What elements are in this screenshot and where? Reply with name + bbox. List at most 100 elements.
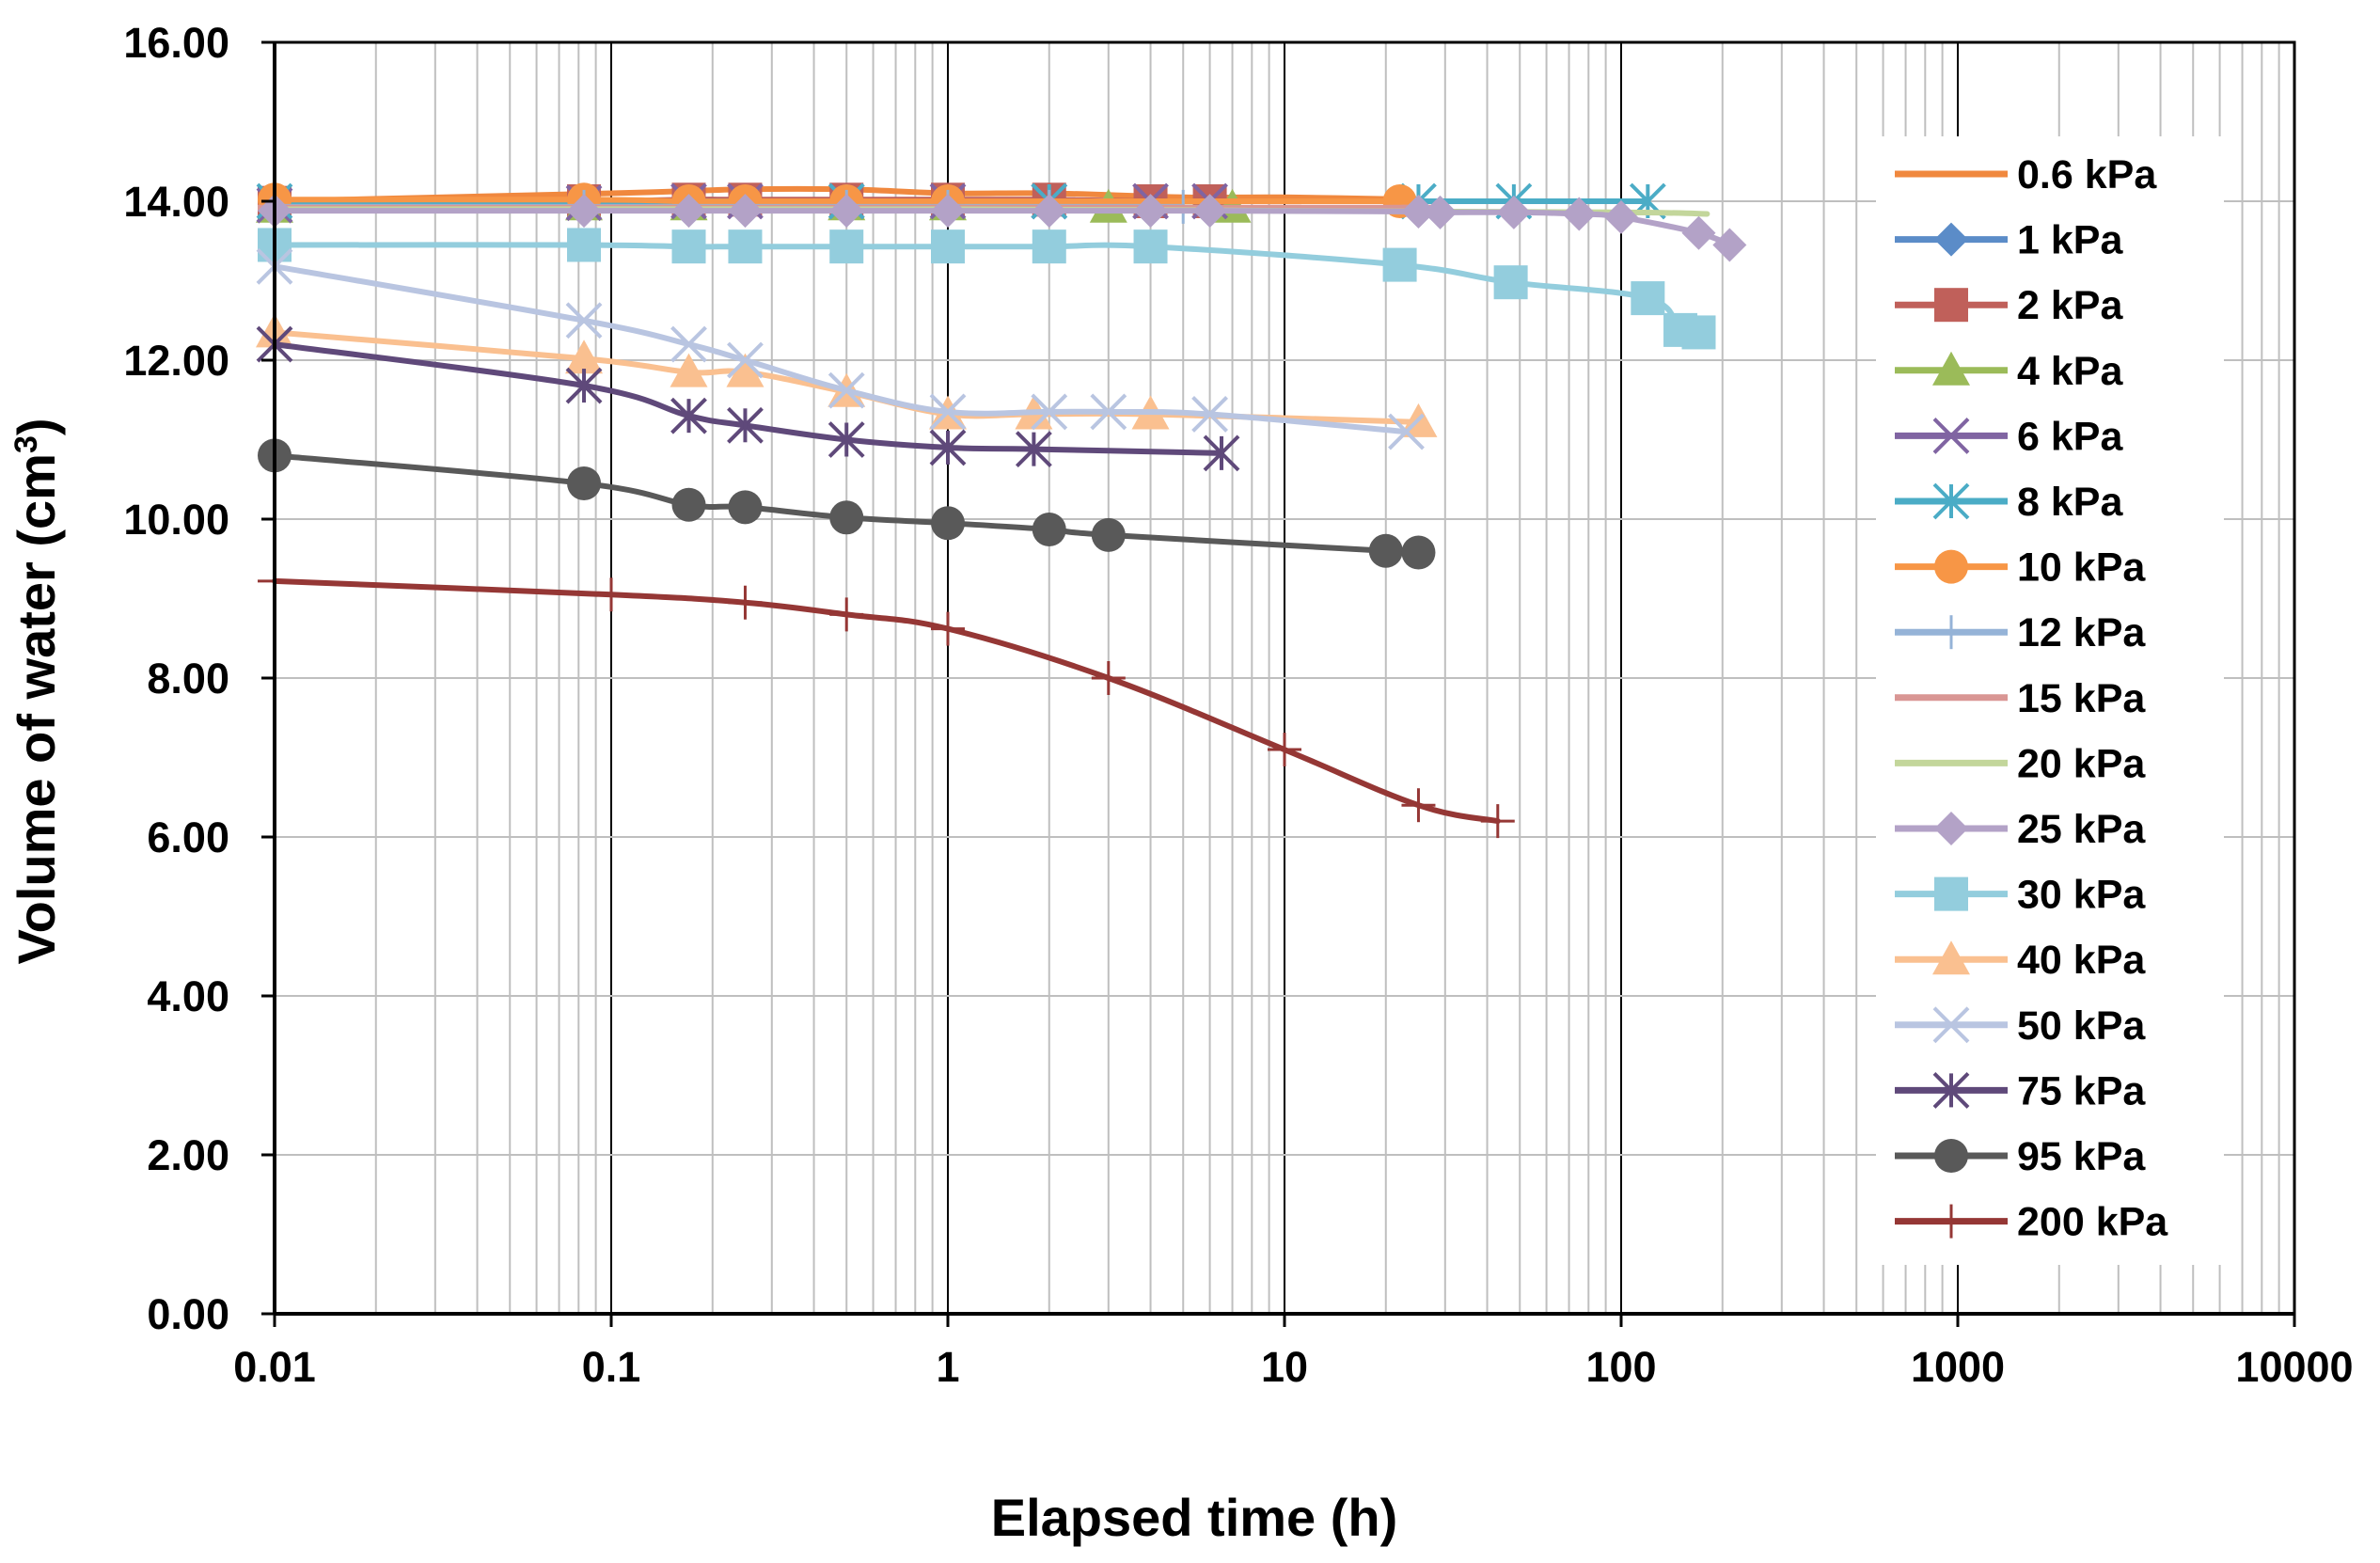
legend-item-1-kpa: 1 kPa: [1895, 218, 2123, 263]
legend-item-50-kpa: 50 kPa: [1895, 1003, 2146, 1049]
legend-marker: [1934, 549, 1968, 584]
y-tick-label: 12.00: [123, 337, 229, 385]
data-point: [1031, 393, 1068, 431]
data-point: [727, 341, 764, 379]
legend-label: 12 kPa: [2017, 610, 2146, 655]
data-point: [670, 353, 708, 387]
y-tick-label: 10.00: [123, 496, 229, 544]
series-line: [272, 197, 1403, 205]
legend-label: 1 kPa: [2017, 218, 2123, 263]
y-axis-title-superscript: 3: [8, 435, 44, 453]
legend-item-200-kpa: 200 kPa: [1895, 1200, 2168, 1245]
data-point: [829, 500, 864, 535]
data-point: [670, 397, 707, 434]
y-tick-label: 14.00: [123, 178, 229, 226]
data-point: [1192, 194, 1227, 229]
data-point: [1032, 194, 1066, 229]
series-200-kpa: [258, 563, 1515, 839]
data-point: [670, 325, 707, 363]
legend-label: 15 kPa: [2017, 676, 2146, 721]
legend-item-10-kpa: 10 kPa: [1895, 545, 2146, 591]
legend-label: 2 kPa: [2017, 283, 2123, 328]
legend-marker: [1934, 1204, 1968, 1239]
data-point: [1401, 194, 1436, 229]
data-point: [1191, 396, 1228, 433]
data-point: [1493, 265, 1528, 300]
x-axis-title: Elapsed time (h): [991, 1488, 1398, 1547]
data-point: [1015, 431, 1052, 468]
legend-item-40-kpa: 40 kPa: [1895, 938, 2146, 983]
x-tick-label: 0.01: [233, 1343, 316, 1391]
legend-marker: [1934, 288, 1968, 323]
data-point: [1032, 229, 1066, 264]
series-75-kpa: [256, 325, 1240, 472]
legend-marker: [1932, 940, 1970, 975]
data-point: [829, 229, 864, 264]
data-point: [728, 585, 763, 620]
data-point: [567, 228, 602, 262]
data-point: [1091, 517, 1126, 552]
legend-marker: [1932, 1006, 1970, 1044]
legend-item-12-kpa: 12 kPa: [1895, 610, 2146, 655]
y-tick-label: 2.00: [147, 1131, 229, 1179]
data-point: [1712, 228, 1747, 262]
data-point: [728, 229, 763, 264]
data-point: [1401, 535, 1436, 570]
data-point: [1032, 512, 1066, 546]
data-point: [1203, 434, 1240, 472]
legend-marker: [1934, 222, 1968, 257]
data-point: [1562, 197, 1597, 231]
data-point: [671, 229, 706, 264]
y-axis-title-main: Volume of water (cm: [7, 453, 66, 965]
data-point: [671, 487, 706, 522]
y-tick-label: 0.00: [147, 1290, 229, 1338]
data-point: [1423, 195, 1458, 229]
data-point: [565, 367, 603, 404]
data-point: [726, 353, 764, 387]
data-point: [1133, 229, 1168, 264]
data-point: [728, 194, 763, 229]
data-point: [931, 506, 965, 541]
legend-item-95-kpa: 95 kPa: [1895, 1134, 2146, 1179]
legend-label: 10 kPa: [2017, 545, 2146, 591]
legend-label: 8 kPa: [2017, 480, 2123, 525]
data-point: [1480, 804, 1515, 839]
legend: 0.6 kPa 1 kPa 2 kPa 4 kPa 6 kPa 8 kPa 10 kPa 12…: [1876, 136, 2224, 1265]
axis-layer: [261, 40, 2296, 1327]
data-point: [829, 597, 864, 632]
data-point: [567, 194, 602, 229]
x-tick-label: 0.1: [582, 1343, 641, 1391]
legend-label: 50 kPa: [2017, 1003, 2146, 1049]
data-point: [827, 371, 865, 409]
legend-label: 6 kPa: [2017, 414, 2123, 459]
series-95-kpa: [258, 438, 1436, 570]
data-point: [1091, 661, 1126, 695]
legend-label: 20 kPa: [2017, 741, 2146, 786]
legend-label: 30 kPa: [2017, 873, 2146, 918]
legend-marker: [1932, 482, 1970, 520]
data-point: [1496, 195, 1531, 229]
legend-label: 95 kPa: [2017, 1134, 2146, 1179]
legend-marker: [1932, 351, 1970, 386]
data-point: [1382, 247, 1417, 282]
legend-item-0_6-kpa: 0.6 kPa: [1895, 152, 2157, 197]
data-point: [929, 429, 967, 466]
data-point: [565, 302, 603, 339]
data-point: [1401, 788, 1436, 823]
series-layer: [256, 182, 1747, 839]
x-tick-label: 1: [936, 1343, 959, 1391]
data-point: [1090, 393, 1127, 431]
x-tick-label: 1000: [1911, 1343, 2005, 1391]
data-point: [931, 611, 965, 646]
legend-item-75-kpa: 75 kPa: [1895, 1068, 2146, 1113]
data-point: [1681, 215, 1716, 250]
y-tick-label: 16.00: [123, 19, 229, 67]
data-point: [827, 421, 865, 458]
legend-marker: [1932, 417, 1970, 454]
data-point: [1388, 413, 1425, 450]
legend-label: 25 kPa: [2017, 807, 2146, 852]
legend-marker: [1932, 1071, 1970, 1109]
x-tick-label: 10: [1261, 1343, 1308, 1391]
y-axis-title-close: ): [7, 418, 66, 435]
